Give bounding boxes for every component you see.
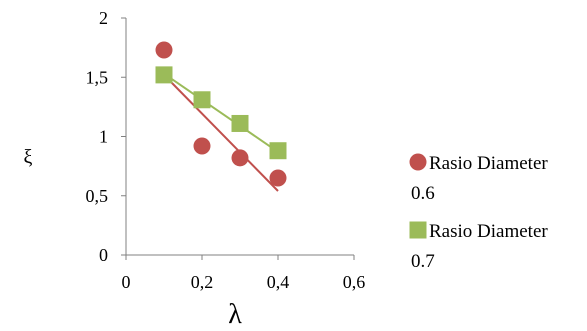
- data-point-series-1: [269, 169, 287, 187]
- data-point-series-1: [231, 149, 249, 167]
- y-axis-ticks: 0 0,5 1 1,5 2: [86, 8, 126, 265]
- y-tick-label: 0: [99, 245, 108, 265]
- legend-label-series-2: Rasio Diameter: [429, 221, 548, 242]
- trendline-series-2: [163, 72, 279, 153]
- data-points: [155, 41, 287, 187]
- y-tick-label: 1: [99, 127, 108, 147]
- data-point-series-1: [155, 41, 173, 59]
- x-tick-label: 0: [122, 272, 131, 292]
- trendlines: [163, 72, 279, 192]
- x-axis-ticks: 0 0,2 0,4 0,6: [122, 255, 366, 292]
- x-tick-label: 0,6: [343, 272, 366, 292]
- legend: Rasio Diameter 0.6 Rasio Diameter 0.7: [409, 153, 548, 272]
- legend-marker-series-2: [409, 221, 427, 239]
- y-tick-label: 0,5: [86, 186, 109, 206]
- data-point-series-2: [231, 114, 249, 132]
- legend-marker-series-1: [409, 153, 427, 171]
- x-tick-label: 0,4: [267, 272, 290, 292]
- trendline-series-1: [163, 74, 279, 192]
- data-point-series-1: [193, 137, 211, 155]
- x-axis-title: λ: [228, 299, 242, 330]
- y-tick-label: 1,5: [86, 67, 109, 87]
- y-axis-title: ξ: [24, 146, 33, 168]
- data-point-series-2: [269, 142, 287, 160]
- legend-label-series-1: Rasio Diameter: [429, 153, 548, 174]
- legend-label-series-1: 0.6: [411, 183, 435, 204]
- legend-label-series-2: 0.7: [411, 251, 435, 272]
- x-tick-label: 0,2: [191, 272, 214, 292]
- data-point-series-2: [155, 66, 173, 84]
- y-tick-label: 2: [99, 8, 108, 28]
- data-point-series-2: [193, 91, 211, 109]
